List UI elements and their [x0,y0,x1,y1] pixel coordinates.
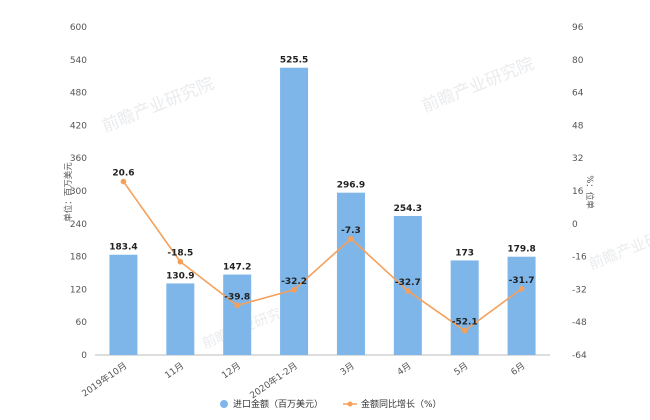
watermark-text: 前瞻产业研究院 [419,54,537,117]
line-value-label: -31.7 [509,276,535,286]
left-y-axis: 0 60 120 180 240 300 360 420 480 540 600 [70,23,87,361]
legend-line-label: 金额同比增长（%） [361,398,442,410]
line-point [234,302,240,309]
right-y-axis: -64 -48 -32 -16 0 16 32 48 64 80 96 [572,23,587,361]
bar-value-label: 130.9 [166,271,194,281]
bar-series [109,67,536,355]
left-tick-label: 600 [70,23,87,33]
legend-bar-label: 进口金额（百万美元） [233,398,323,410]
line-point [461,327,468,334]
line-point [405,288,411,294]
bar [393,215,422,355]
left-tick-label: 120 [70,285,87,295]
left-tick-label: 300 [70,187,87,197]
right-tick-label: 0 [572,220,578,230]
x-tick-label: 11月 [163,360,186,381]
bar-value-label: 296.9 [337,181,365,191]
line-value-label: 20.6 [112,169,134,179]
watermark-text: 前瞻产业研究院 [586,217,650,273]
left-tick-label: 360 [70,154,87,164]
line-value-label: -18.5 [167,249,193,259]
bar-value-label: 179.8 [507,245,535,255]
x-tick-label: 12月 [220,360,243,381]
right-tick-label: -64 [572,351,587,361]
left-tick-label: 60 [76,318,88,328]
left-tick-label: 420 [70,121,87,131]
line-value-label: -7.3 [341,226,361,236]
x-axis: 2019年10月 11月 12月 2020年1-2月 3月 4月 5月 6月 [79,354,550,402]
bar [280,67,309,355]
legend-bar-swatch [220,400,228,408]
x-tick-label: 6月 [509,360,527,377]
right-tick-label: 96 [572,23,584,33]
left-tick-label: 180 [70,253,87,263]
bar-value-label: 254.3 [394,204,422,214]
right-tick-label: 16 [572,187,584,197]
bar [450,260,479,355]
line-point [177,258,184,265]
line-series [120,178,525,334]
right-tick-label: -32 [572,285,587,295]
watermark-text: 前瞻产业研究院 [99,74,217,137]
line-point [291,287,297,293]
bar-value-label: 525.5 [280,56,308,66]
legend: 进口金额（百万美元） 金额同比增长（%） [220,398,442,410]
line-value-label: -32.7 [395,278,421,288]
line-value-label: -39.8 [224,292,250,302]
bar [166,283,195,355]
line-point [120,178,127,185]
line-point [518,285,525,292]
right-tick-label: 80 [572,56,584,66]
right-tick-label: 64 [572,89,584,99]
bar [507,256,536,355]
right-tick-label: 48 [572,121,584,131]
left-tick-label: 240 [70,220,87,230]
data-labels: 183.4 130.9 147.2 525.5 296.9 254.3 173 179.8 20… [109,56,536,328]
bar [336,192,365,355]
line-point [348,235,354,242]
x-tick-label: 3月 [338,360,356,377]
bar-value-label: 147.2 [223,263,251,273]
right-tick-label: -16 [572,253,587,263]
line-value-label: -32.2 [281,277,307,287]
line-value-label: -52.1 [452,318,478,328]
growth-line [122,181,523,332]
x-tick-label: 2020年1-2月 [247,360,299,402]
right-axis-title: %：位单 [584,175,595,209]
left-axis-title: 单位：百万美元 [63,162,74,222]
x-tick-label: 4月 [395,360,413,377]
x-tick-label: 5月 [452,360,470,377]
bar-value-label: 173 [455,248,474,258]
right-tick-label: 32 [572,154,583,164]
left-tick-label: 540 [70,56,87,66]
legend-line-marker [347,401,353,407]
left-tick-label: 480 [70,89,87,99]
bar [109,254,138,355]
x-tick-label: 2019年10月 [79,360,129,400]
bar [223,274,252,355]
bar-value-label: 183.4 [109,243,137,253]
right-tick-label: -48 [572,318,587,328]
left-tick-label: 0 [81,351,87,361]
